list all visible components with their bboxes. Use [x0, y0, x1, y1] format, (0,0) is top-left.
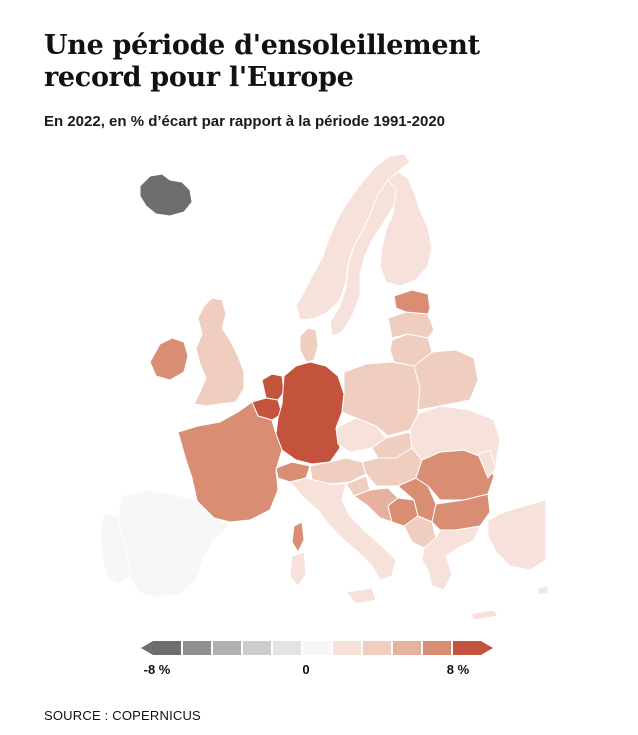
legend-arrow-left: [141, 641, 153, 655]
country-sardinia: [289, 551, 307, 587]
country-sicily: [345, 587, 377, 605]
legend-cell: [333, 641, 361, 655]
legend-cell: [423, 641, 451, 655]
country-greece: [421, 525, 481, 591]
europe-map: [99, 153, 549, 620]
legend-cell: [393, 641, 421, 655]
page-title: Une période d'ensoleillement record pour…: [44, 30, 480, 94]
country-italy: [289, 477, 397, 581]
legend-cell: [273, 641, 301, 655]
country-finland: [379, 171, 433, 287]
country-norway: [295, 153, 411, 321]
country-estonia: [393, 289, 431, 315]
country-netherlands: [261, 373, 285, 401]
legend-cell: [183, 641, 211, 655]
title-line-2: record pour l'Europe: [44, 62, 354, 93]
title-line-1: Une période d'ensoleillement: [44, 30, 480, 61]
country-cyprus: [537, 585, 549, 595]
legend-min-label: -8 %: [144, 662, 171, 677]
country-crete: [469, 609, 499, 620]
country-corsica: [291, 521, 305, 553]
legend-cell: [363, 641, 391, 655]
country-uk: [193, 297, 245, 407]
legend-cell: [303, 641, 331, 655]
legend-scale: [141, 641, 493, 655]
country-ireland: [149, 337, 189, 381]
country-germany: [275, 361, 345, 465]
legend-mid-label: 0: [302, 662, 309, 677]
country-turkey: [487, 499, 547, 571]
legend-cell: [213, 641, 241, 655]
country-moldova: [477, 449, 497, 479]
source-credit: SOURCE : COPERNICUS: [44, 708, 201, 723]
legend-cell: [453, 641, 481, 655]
country-france: [177, 401, 283, 523]
legend-cell: [243, 641, 271, 655]
legend-cell: [153, 641, 181, 655]
country-portugal: [99, 513, 131, 585]
color-legend: -8 % 0 8 %: [141, 641, 493, 677]
legend-max-label: 8 %: [447, 662, 470, 677]
subtitle: En 2022, en % d’écart par rapport à la p…: [44, 113, 446, 130]
country-belarus: [413, 349, 479, 411]
country-latvia: [387, 311, 435, 339]
country-iceland: [139, 173, 193, 217]
legend-arrow-right: [481, 641, 493, 655]
country-denmark: [299, 327, 319, 363]
